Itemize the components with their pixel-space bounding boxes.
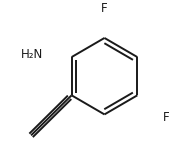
Text: F: F bbox=[163, 111, 169, 124]
Text: F: F bbox=[101, 2, 108, 15]
Text: H₂N: H₂N bbox=[21, 48, 43, 61]
